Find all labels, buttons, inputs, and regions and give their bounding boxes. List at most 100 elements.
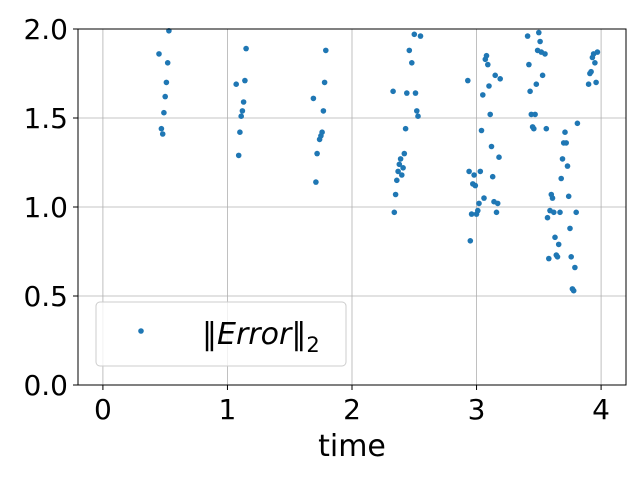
data-point: [401, 150, 408, 157]
data-point: [310, 95, 317, 102]
data-point: [546, 255, 552, 262]
data-point: [399, 172, 405, 178]
data-point: [592, 60, 598, 66]
data-point: [314, 150, 320, 157]
y-tick-label: 0.5: [23, 280, 68, 313]
data-point: [496, 154, 502, 160]
legend: ‖Error‖2: [95, 301, 347, 367]
data-point: [163, 79, 170, 86]
data-point: [396, 161, 403, 168]
data-point: [411, 31, 418, 38]
data-point: [567, 225, 573, 232]
axis-ticks: [73, 28, 602, 390]
data-point: [475, 207, 481, 214]
data-point: [493, 209, 500, 216]
x-tick-label: 3: [468, 393, 486, 426]
data-point: [397, 156, 404, 162]
data-point: [492, 72, 499, 79]
y-tick-label: 2.0: [23, 13, 68, 46]
x-tick-label: 4: [592, 393, 610, 426]
x-tick-label: 1: [219, 393, 237, 426]
data-point: [477, 168, 484, 175]
legend-word: Error: [217, 317, 293, 352]
plot-frame: [77, 28, 627, 386]
x-tick-label: 2: [343, 393, 361, 426]
legend-norm-open: ‖: [202, 317, 217, 352]
data-point: [467, 238, 474, 244]
y-tick-label: 1.0: [23, 191, 68, 224]
data-point: [488, 143, 495, 150]
data-point: [404, 90, 410, 96]
data-point: [549, 195, 556, 201]
data-point: [527, 88, 533, 95]
data-points: [156, 28, 601, 294]
data-point: [524, 33, 531, 39]
data-point: [162, 93, 168, 100]
data-point: [531, 125, 537, 132]
data-point: [392, 191, 399, 198]
data-point: [414, 108, 420, 114]
y-tick-label: 0.0: [23, 369, 68, 402]
legend-marker: [138, 328, 144, 334]
data-point: [570, 287, 577, 294]
data-point: [487, 111, 494, 118]
data-point: [481, 195, 487, 201]
data-point: [320, 108, 327, 114]
data-point: [572, 264, 578, 271]
data-point: [395, 168, 401, 175]
data-point: [533, 81, 540, 87]
data-point: [242, 77, 248, 84]
data-point: [313, 179, 319, 185]
data-point: [562, 129, 568, 135]
axes-border: [77, 28, 627, 386]
data-point: [417, 33, 424, 39]
data-point: [164, 60, 171, 66]
data-point: [233, 81, 239, 87]
data-point: [594, 49, 601, 55]
data-point: [544, 214, 551, 221]
data-point: [321, 79, 328, 86]
data-point: [574, 120, 581, 127]
data-point: [489, 173, 496, 180]
x-axis-label: time: [318, 429, 386, 464]
data-point: [555, 241, 562, 248]
data-point: [573, 209, 579, 216]
data-point: [402, 125, 409, 132]
data-point: [480, 92, 486, 98]
data-point: [158, 125, 165, 132]
data-point: [237, 129, 243, 135]
data-point: [486, 83, 492, 89]
data-point: [465, 77, 471, 84]
data-point: [240, 99, 247, 105]
data-point: [485, 61, 491, 68]
data-point: [472, 182, 479, 189]
data-point: [536, 29, 542, 36]
data-point: [239, 108, 246, 114]
data-point: [483, 52, 490, 59]
data-point: [243, 45, 249, 52]
data-point: [558, 175, 564, 182]
data-point: [238, 113, 244, 119]
tick-labels: 0 1 2 3 4 0.0 0.5 1.0 1.5 2.0: [23, 13, 610, 426]
data-point: [532, 111, 538, 118]
data-point: [478, 127, 485, 134]
data-point: [390, 88, 396, 95]
data-point: [471, 172, 477, 178]
data-point: [551, 209, 557, 216]
data-point: [537, 38, 543, 45]
data-point: [543, 125, 550, 132]
data-point: [563, 140, 569, 146]
data-point: [400, 165, 406, 171]
data-point: [494, 200, 501, 207]
data-point: [323, 47, 329, 54]
legend-norm-close: ‖: [291, 317, 306, 352]
data-point: [554, 253, 561, 260]
data-point: [539, 72, 546, 79]
data-point: [156, 51, 162, 57]
data-point: [319, 129, 325, 135]
data-point: [542, 51, 548, 57]
data-point: [568, 253, 574, 260]
data-point: [409, 60, 415, 66]
data-point: [412, 90, 419, 96]
